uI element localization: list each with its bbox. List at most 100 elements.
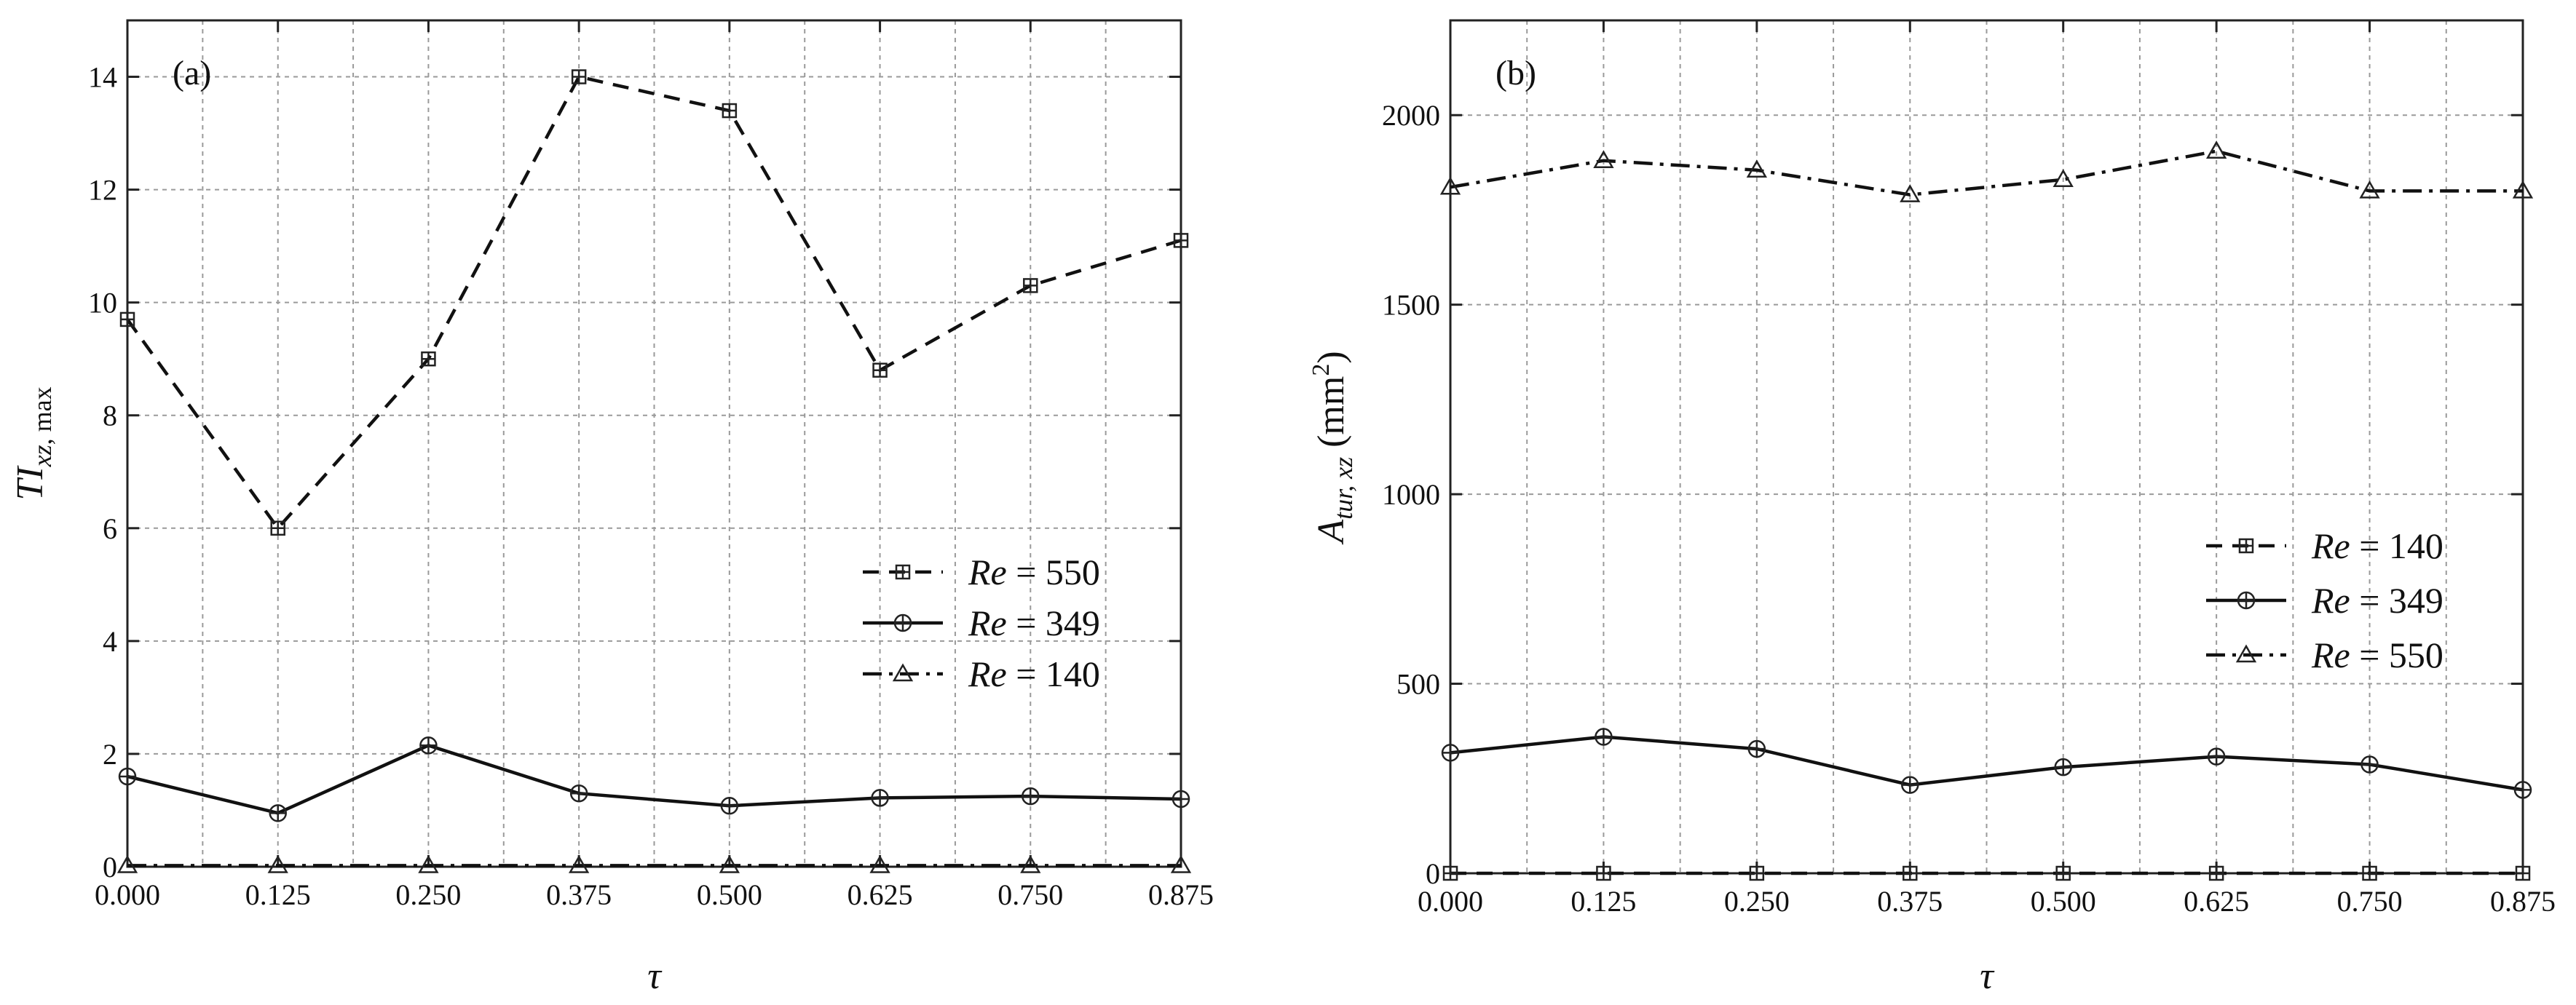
data-point-a-1-3-cross bbox=[571, 785, 588, 802]
legend-label-value-a-2: = 140 bbox=[1007, 654, 1100, 694]
y-axis-title-sup-b: 2 bbox=[1308, 364, 1335, 376]
legend-label-value-b-0: = 140 bbox=[2350, 525, 2443, 566]
data-point-b-0-0-cross bbox=[1444, 867, 1457, 880]
data-point-a-0-7-cross bbox=[1174, 234, 1188, 247]
y-tick-label-b-3: 1500 bbox=[1382, 289, 1440, 322]
data-point-b-2-5 bbox=[2205, 140, 2227, 159]
x-tick-label-a-7: 0.875 bbox=[1148, 878, 1214, 911]
legend-label-b-2: Re = 550 bbox=[2311, 635, 2443, 675]
legend-label-b-1: Re = 349 bbox=[2311, 580, 2443, 621]
x-axis-title-a: τ bbox=[647, 956, 663, 997]
series-line-b-2 bbox=[1450, 149, 2523, 196]
y-axis-title-main-a: TI bbox=[9, 465, 51, 501]
legend-label-re-b-0: Re bbox=[2311, 525, 2350, 566]
legend-label-re-a-1: Re bbox=[968, 603, 1007, 643]
data-point-a-0-2-cross bbox=[422, 352, 435, 366]
y-axis-title-b: Atur, xz (mm2) bbox=[1308, 351, 1358, 544]
x-tick-label-a-3: 0.375 bbox=[546, 878, 612, 911]
data-point-a-0-3-cross bbox=[572, 70, 586, 84]
data-point-b-2-3 bbox=[1900, 184, 1921, 202]
data-point-b-2-2 bbox=[1746, 159, 1768, 178]
data-point-b-1-2-cross bbox=[1748, 741, 1765, 758]
legend-label-value-a-1: = 349 bbox=[1007, 603, 1100, 643]
data-point-a-1-5-cross bbox=[872, 790, 888, 806]
legend-label-re-a-0: Re bbox=[968, 552, 1007, 592]
data-point-a-0-6-cross bbox=[1024, 279, 1038, 293]
series-line-a-1 bbox=[127, 743, 1182, 815]
data-point-a-0-0-cross bbox=[121, 312, 134, 326]
data-point-b-1-0-cross bbox=[1442, 744, 1458, 761]
legend-marker-b-2 bbox=[2235, 644, 2257, 663]
y-tick-label-a-5: 10 bbox=[88, 287, 117, 319]
data-point-b-1-6-cross bbox=[2361, 756, 2378, 773]
data-point-b-0-7-cross bbox=[2516, 867, 2529, 880]
y-axis-title-tail-a: , max bbox=[28, 386, 57, 445]
legend-label-a-2: Re = 140 bbox=[968, 654, 1100, 694]
data-point-b-1-1-cross bbox=[1595, 728, 1612, 745]
data-point-b-1-4-cross bbox=[2055, 759, 2071, 776]
legend-label-b-0: Re = 140 bbox=[2311, 525, 2443, 566]
x-tick-label-b-2: 0.250 bbox=[1724, 885, 1790, 918]
y-axis-title-sub-b: tur, xz bbox=[1329, 457, 1358, 520]
data-point-a-2-6 bbox=[1020, 854, 1041, 873]
y-tick-label-a-2: 4 bbox=[103, 625, 117, 658]
data-point-b-2-0 bbox=[1439, 176, 1461, 195]
y-tick-label-a-7: 14 bbox=[88, 61, 117, 94]
data-point-a-2-0 bbox=[116, 854, 138, 873]
legend-label-value-b-2: = 550 bbox=[2350, 635, 2443, 675]
data-point-b-1-3-cross bbox=[1902, 776, 1919, 793]
legend-label-re-a-2: Re bbox=[968, 654, 1007, 694]
y-axis-title-unit-b: (mm bbox=[1311, 376, 1352, 457]
data-point-a-2-7 bbox=[1170, 854, 1192, 873]
legend-label-value-a-0: = 550 bbox=[1007, 552, 1100, 592]
x-tick-label-b-1: 0.125 bbox=[1571, 885, 1636, 918]
legend-marker-a-2 bbox=[892, 663, 914, 682]
legend-label-re-b-2: Re bbox=[2311, 635, 2350, 675]
legend-marker-a-0-cross bbox=[896, 565, 909, 579]
data-point-b-2-7 bbox=[2512, 180, 2534, 199]
data-point-b-0-1-cross bbox=[1597, 867, 1611, 880]
data-point-b-2-6 bbox=[2359, 180, 2380, 199]
y-tick-label-a-1: 2 bbox=[103, 738, 117, 771]
data-point-a-1-1-cross bbox=[269, 805, 286, 822]
legend-marker-a-1-cross bbox=[895, 615, 911, 631]
x-tick-label-a-5: 0.625 bbox=[848, 878, 913, 911]
data-point-b-1-5-cross bbox=[2208, 748, 2225, 765]
data-point-a-1-0-cross bbox=[119, 768, 135, 784]
legend-label-re-b-1: Re bbox=[2311, 580, 2350, 621]
x-tick-label-a-1: 0.125 bbox=[245, 878, 311, 911]
y-tick-label-b-4: 2000 bbox=[1382, 99, 1440, 132]
data-point-b-0-6-cross bbox=[2363, 867, 2377, 880]
panel-a: 0.000 0.125 0.250 0.375 0.500 0.625 0.750 0.875… bbox=[9, 19, 1214, 997]
x-axis-title-b: τ bbox=[1980, 956, 1995, 997]
data-point-a-0-4-cross bbox=[722, 104, 736, 118]
data-point-a-2-3 bbox=[568, 854, 590, 873]
x-tick-label-b-6: 0.750 bbox=[2337, 885, 2403, 918]
legend-label-value-b-1: = 349 bbox=[2350, 580, 2443, 621]
data-point-a-2-5 bbox=[869, 854, 890, 873]
y-tick-label-a-0: 0 bbox=[103, 851, 117, 883]
x-tick-label-a-6: 0.750 bbox=[997, 878, 1063, 911]
y-tick-label-a-6: 12 bbox=[88, 174, 117, 207]
x-tick-label-b-7: 0.875 bbox=[2490, 885, 2556, 918]
series-line-a-0 bbox=[126, 74, 1182, 531]
data-point-a-2-1 bbox=[267, 854, 288, 873]
data-point-a-2-2 bbox=[418, 854, 439, 873]
x-tick-label-a-4: 0.500 bbox=[697, 878, 762, 911]
data-point-a-1-6-cross bbox=[1022, 788, 1039, 805]
legend-label-a-1: Re = 349 bbox=[968, 603, 1100, 643]
y-tick-label-b-0: 0 bbox=[1426, 857, 1440, 890]
y-axis-title-main-b: A bbox=[1311, 520, 1352, 545]
y-tick-label-b-1: 500 bbox=[1396, 668, 1440, 701]
data-point-b-0-3-cross bbox=[1903, 867, 1917, 880]
data-point-a-0-1-cross bbox=[271, 521, 285, 535]
panel-b: 0.000 0.125 0.250 0.375 0.500 0.625 0.750 0.875… bbox=[1308, 19, 2556, 997]
legend-label-a-0: Re = 550 bbox=[968, 552, 1100, 592]
data-point-b-0-5-cross bbox=[2210, 867, 2224, 880]
y-axis-title-sub-a: xz bbox=[28, 445, 57, 467]
data-point-b-0-4-cross bbox=[2056, 867, 2070, 880]
data-point-b-2-4 bbox=[2052, 169, 2074, 188]
legend-marker-b-1-cross bbox=[2238, 592, 2254, 608]
x-tick-label-a-0: 0.000 bbox=[95, 878, 160, 911]
